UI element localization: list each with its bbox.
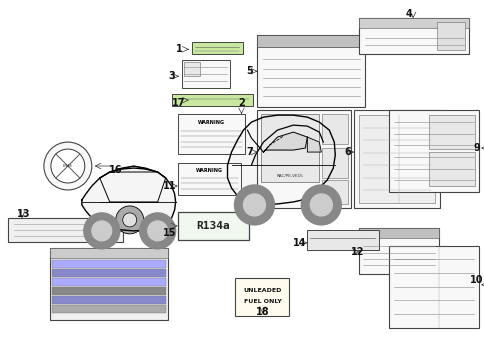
Text: 1: 1 (176, 44, 182, 54)
Text: UNLEADED: UNLEADED (243, 288, 281, 293)
Text: 14: 14 (292, 238, 305, 248)
Text: 12: 12 (350, 247, 363, 257)
Bar (359, 228, 438, 274)
Polygon shape (251, 125, 323, 165)
Bar (359, 115, 434, 203)
Bar (359, 18, 468, 54)
Text: WARNING: WARNING (197, 120, 225, 125)
Bar (388, 110, 478, 192)
Bar (177, 114, 245, 154)
Text: 5: 5 (245, 66, 252, 76)
Bar (436, 22, 464, 50)
Bar (183, 62, 199, 76)
Bar (52, 278, 166, 286)
Circle shape (243, 194, 265, 216)
Circle shape (148, 221, 167, 241)
Bar (171, 94, 253, 106)
Circle shape (116, 206, 143, 234)
Text: R134a: R134a (197, 221, 230, 231)
Bar (388, 246, 478, 328)
Text: EMAS: EMAS (63, 164, 73, 168)
Bar (257, 35, 364, 47)
Text: 9: 9 (473, 143, 479, 153)
Bar (52, 305, 166, 313)
Text: 11: 11 (163, 181, 176, 191)
Bar (52, 260, 166, 268)
Bar (191, 42, 243, 54)
Bar (8, 218, 122, 242)
Bar (353, 110, 439, 208)
Circle shape (84, 213, 120, 249)
Bar (322, 180, 348, 204)
Polygon shape (307, 137, 320, 152)
Text: 10: 10 (469, 275, 483, 285)
Bar (52, 269, 166, 277)
Text: 17: 17 (171, 98, 185, 108)
Circle shape (139, 213, 175, 249)
Circle shape (91, 221, 111, 241)
Bar (52, 287, 166, 295)
Bar (181, 60, 229, 88)
Bar (307, 230, 378, 250)
Text: 6: 6 (343, 147, 350, 157)
Circle shape (51, 149, 85, 183)
Bar (359, 228, 438, 238)
Bar (428, 115, 474, 149)
Bar (235, 278, 289, 316)
Text: 18: 18 (255, 307, 269, 317)
Text: FUEL ONLY: FUEL ONLY (243, 299, 281, 304)
Bar (428, 152, 474, 186)
Text: 15: 15 (163, 228, 176, 238)
Polygon shape (263, 132, 307, 152)
Bar (257, 110, 350, 208)
Polygon shape (82, 168, 175, 231)
Text: WARNING: WARNING (196, 167, 223, 172)
Bar (177, 163, 241, 195)
Bar (261, 114, 318, 182)
Bar (50, 248, 167, 258)
Text: 3: 3 (168, 71, 175, 81)
Bar (177, 212, 249, 240)
Circle shape (310, 194, 332, 216)
Circle shape (301, 185, 341, 225)
Text: 7: 7 (245, 147, 252, 157)
Text: 13: 13 (17, 209, 30, 219)
Circle shape (122, 213, 136, 227)
Bar (322, 114, 348, 144)
Text: 16: 16 (109, 165, 122, 175)
Polygon shape (227, 115, 334, 205)
Bar (322, 148, 348, 178)
Bar (359, 18, 468, 28)
Text: RAC/PE-VE15: RAC/PE-VE15 (276, 174, 303, 178)
Text: 4: 4 (405, 9, 412, 19)
Circle shape (44, 142, 91, 190)
Bar (257, 35, 364, 107)
Bar (52, 296, 166, 304)
Circle shape (234, 185, 274, 225)
Bar (50, 248, 167, 320)
Text: 2: 2 (238, 98, 244, 108)
